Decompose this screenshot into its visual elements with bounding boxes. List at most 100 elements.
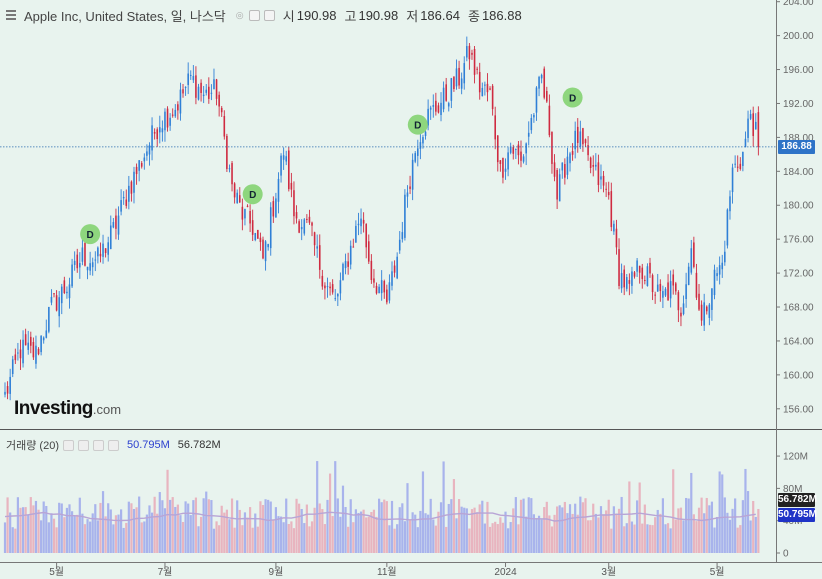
volume-bar: [9, 512, 12, 553]
candle-body: [138, 160, 140, 171]
volume-bar: [638, 482, 641, 553]
volume-bar: [120, 509, 123, 553]
candle-body: [288, 150, 290, 190]
candle-body: [644, 279, 646, 281]
volume-bar: [99, 502, 102, 553]
price-tick-label: 160.00: [783, 370, 814, 381]
volume-eye-button[interactable]: [92, 439, 104, 451]
volume-legend: 거래량 (20) 50.795M 56.782M: [6, 437, 221, 453]
volume-bar: [380, 502, 383, 553]
volume-bar: [308, 526, 311, 553]
candle-body: [171, 114, 174, 116]
volume-bar: [439, 502, 443, 553]
candle-body: [566, 156, 569, 175]
volume-bar: [256, 526, 259, 553]
candle-body: [241, 206, 244, 220]
volume-bar: [522, 498, 525, 553]
volume-bar: [132, 509, 136, 553]
candle-body: [507, 152, 509, 170]
volume-bar: [661, 498, 664, 553]
menu-icon[interactable]: [6, 9, 16, 21]
candle-body: [349, 245, 352, 265]
volume-settings-button[interactable]: [62, 439, 74, 451]
candle-body: [742, 151, 744, 166]
candle-body: [569, 153, 571, 164]
candle-body: [115, 215, 117, 229]
candle-body: [703, 302, 705, 326]
candle-body: [607, 191, 610, 196]
candle-body: [19, 349, 22, 359]
volume-close-button[interactable]: [107, 439, 119, 451]
candle-body: [164, 111, 166, 131]
volume-bar: [174, 506, 177, 553]
volume-bar: [96, 520, 99, 553]
volume-bar: [468, 528, 471, 553]
volume-bar: [40, 520, 43, 553]
candle-body: [218, 94, 220, 107]
candle-body: [517, 144, 520, 156]
candle-body: [42, 337, 45, 341]
volume-hide-button[interactable]: [77, 439, 89, 451]
candle-body: [148, 145, 151, 155]
volume-bar: [568, 504, 572, 553]
volume-bar: [695, 521, 698, 553]
candle-body: [104, 248, 107, 253]
candle-body: [210, 92, 213, 94]
volume-tag-2: 56.782M: [778, 493, 817, 507]
volume-bar: [586, 520, 590, 553]
volume-bar: [715, 516, 719, 553]
eye-icon[interactable]: ◎: [235, 9, 244, 20]
candle-body: [680, 312, 682, 317]
volume-bar: [207, 499, 210, 553]
volume-bar: [202, 498, 205, 553]
volume-bar: [148, 505, 151, 553]
candle-body: [662, 291, 664, 298]
volume-bar: [187, 503, 190, 553]
candle-body: [711, 288, 713, 310]
volume-bar: [367, 516, 370, 553]
volume-bar: [597, 517, 600, 553]
volume-bar: [341, 485, 345, 553]
volume-bar: [741, 500, 744, 553]
volume-bar: [21, 507, 25, 553]
candle-body: [538, 76, 540, 89]
candle-body: [713, 269, 716, 296]
candle-body: [677, 292, 680, 311]
candle-body: [55, 295, 58, 311]
volume-bar: [641, 523, 644, 553]
candle-body: [275, 198, 277, 218]
volume-bar: [592, 503, 595, 553]
hide-button[interactable]: [263, 9, 275, 21]
volume-bar: [37, 509, 40, 553]
candle-body: [277, 178, 280, 202]
volume-bar: [83, 524, 87, 553]
volume-bar: [34, 500, 38, 553]
volume-bar: [574, 503, 577, 553]
settings-button[interactable]: [248, 9, 260, 21]
candle-body: [251, 220, 254, 235]
time-tick-label: 5월: [710, 566, 725, 578]
volume-bar: [411, 512, 414, 553]
volume-bar: [236, 500, 239, 553]
candle-body: [695, 272, 698, 298]
candle-body: [285, 156, 288, 162]
price-tick-label: 188.00: [783, 133, 814, 144]
open-label: 시: [282, 8, 295, 24]
logo-brand: Investing: [14, 398, 93, 419]
candle-body: [200, 82, 202, 93]
volume-bar: [421, 471, 425, 553]
volume-bar: [225, 509, 228, 553]
candle-body: [58, 297, 60, 317]
volume-bar: [318, 503, 321, 553]
candle-body: [463, 63, 466, 84]
candle-body: [682, 303, 685, 315]
candle-body: [9, 376, 11, 394]
volume-bar: [112, 524, 115, 553]
candle-body: [4, 391, 6, 395]
candle-body: [615, 228, 618, 248]
candle-body: [50, 296, 53, 303]
volume-bar: [279, 516, 283, 553]
volume-tick-label: 0: [783, 549, 789, 560]
candle-body: [66, 291, 68, 294]
